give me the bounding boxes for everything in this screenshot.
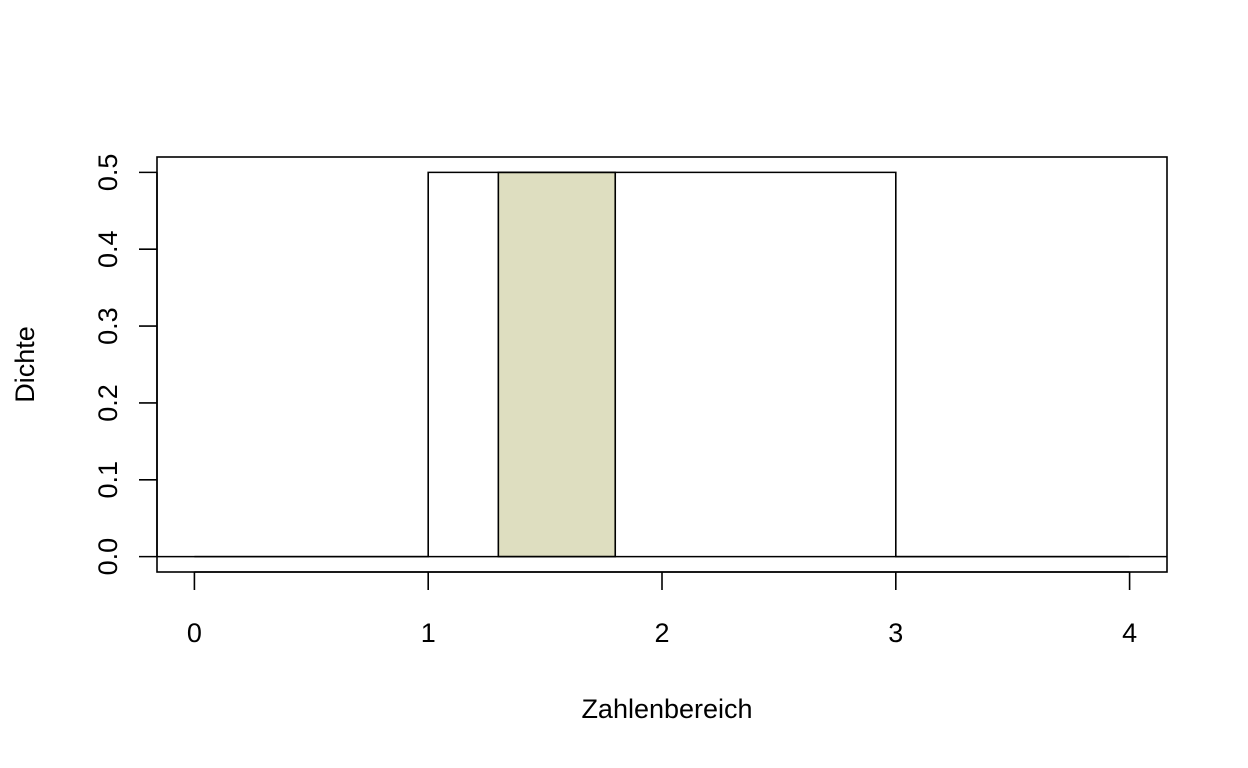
y-tick-label: 0.4 xyxy=(93,230,123,268)
y-axis: 0.0 0.1 0.2 0.3 0.4 0.5 xyxy=(93,154,158,576)
y-axis-title: Dichte xyxy=(10,326,40,403)
y-tick-label: 0.5 xyxy=(93,154,123,192)
shaded-region xyxy=(497,171,617,558)
x-axis-title: Zahlenbereich xyxy=(581,694,752,724)
x-axis: 0 1 2 3 4 xyxy=(187,571,1137,648)
x-tick-label: 2 xyxy=(654,618,669,648)
y-tick-label: 0.3 xyxy=(93,307,123,345)
x-tick-label: 3 xyxy=(888,618,903,648)
x-tick-label: 0 xyxy=(187,618,202,648)
y-tick-label: 0.0 xyxy=(93,538,123,576)
y-tick-label: 0.1 xyxy=(93,461,123,499)
x-tick-label: 4 xyxy=(1122,618,1137,648)
density-line xyxy=(194,171,1130,558)
plot-box xyxy=(156,156,1168,573)
y-tick-label: 0.2 xyxy=(93,384,123,422)
x-tick-label: 1 xyxy=(421,618,436,648)
